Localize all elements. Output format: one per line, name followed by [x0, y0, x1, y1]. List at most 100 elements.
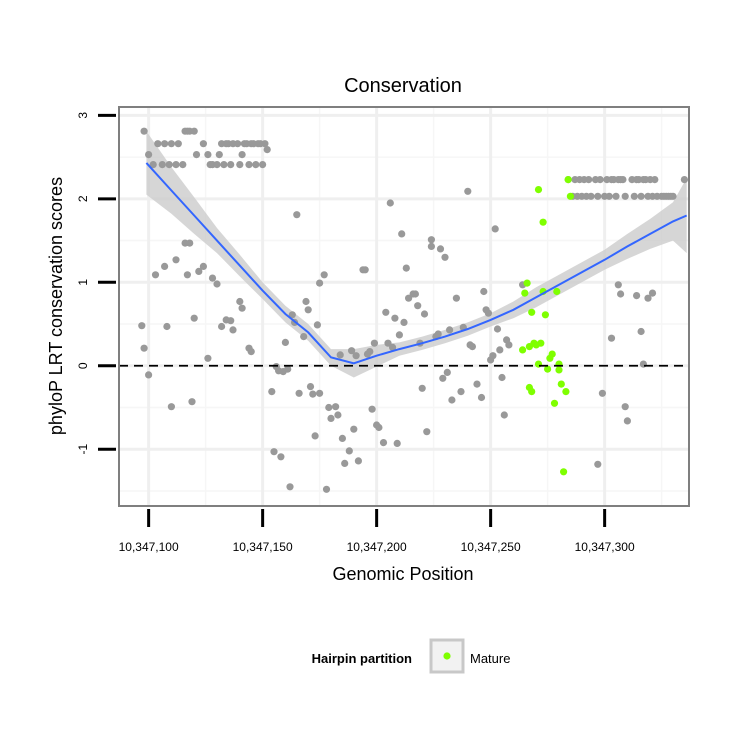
data-point — [336, 351, 344, 359]
data-point — [612, 192, 620, 200]
data-point — [400, 318, 408, 326]
data-point — [338, 434, 346, 442]
data-point — [607, 334, 616, 342]
data-point — [637, 327, 645, 336]
data-point — [375, 423, 383, 432]
data-point — [245, 161, 253, 169]
data-point — [457, 388, 465, 396]
data-point — [199, 262, 207, 270]
mature-point — [537, 339, 545, 347]
plot-border — [118, 106, 690, 507]
data-point — [434, 330, 442, 338]
data-point — [172, 256, 180, 264]
data-point — [311, 432, 319, 440]
legend: Hairpin partition Mature — [312, 638, 510, 674]
data-point — [680, 176, 689, 184]
data-point — [263, 146, 271, 154]
data-point — [270, 448, 278, 456]
data-point — [443, 368, 451, 376]
data-point — [138, 322, 146, 330]
data-point — [621, 192, 629, 200]
data-point — [174, 140, 182, 148]
data-point — [325, 403, 333, 412]
data-point — [236, 161, 244, 169]
data-point — [637, 192, 645, 200]
mature-point — [550, 399, 559, 407]
data-point — [420, 310, 429, 318]
data-point — [500, 411, 508, 419]
mature-point — [562, 388, 570, 396]
data-point — [477, 393, 486, 402]
data-point — [252, 161, 260, 169]
data-point — [366, 348, 374, 356]
mature-point — [541, 311, 550, 319]
data-point — [393, 439, 401, 447]
data-point — [617, 290, 625, 298]
data-point — [161, 262, 169, 270]
data-point — [361, 266, 369, 274]
data-point — [192, 151, 201, 159]
data-point — [630, 192, 638, 200]
mature-points — [519, 176, 575, 476]
data-point — [368, 405, 376, 413]
data-point — [238, 151, 246, 159]
data-point — [140, 344, 148, 352]
data-point — [306, 383, 315, 391]
data-point — [669, 192, 677, 200]
data-point — [268, 388, 276, 396]
x-tick-label: 10,347,200 — [347, 540, 407, 554]
mature-point — [519, 346, 527, 354]
data-point — [651, 176, 659, 184]
data-point — [489, 352, 497, 360]
data-point — [190, 314, 198, 322]
data-point — [183, 271, 191, 279]
data-point — [452, 294, 460, 302]
data-point — [199, 140, 207, 148]
data-point — [277, 453, 285, 461]
y-tick-label: 1 — [76, 279, 90, 286]
data-point — [158, 161, 166, 169]
data-point — [491, 225, 499, 233]
data-point — [441, 253, 449, 261]
data-point — [623, 417, 632, 425]
data-point — [261, 140, 269, 148]
data-point — [473, 380, 481, 388]
data-point — [293, 211, 301, 219]
data-point — [398, 230, 406, 238]
data-point — [229, 326, 237, 334]
plot-background — [119, 107, 689, 506]
data-point — [238, 304, 246, 312]
data-point — [195, 267, 203, 275]
data-point — [218, 322, 226, 331]
data-point — [594, 460, 602, 468]
data-point — [480, 287, 488, 296]
y-tick-label: 2 — [76, 195, 90, 202]
data-point — [167, 403, 175, 411]
confidence-band — [146, 131, 687, 378]
data-point — [411, 290, 419, 298]
data-point — [213, 161, 221, 169]
data-point — [605, 192, 613, 200]
data-point — [633, 292, 641, 300]
data-point — [644, 294, 652, 302]
mature-point — [564, 176, 572, 184]
data-point — [322, 485, 331, 493]
data-point — [220, 161, 228, 169]
data-point — [614, 281, 622, 289]
data-point — [188, 398, 196, 406]
data-point — [598, 389, 607, 397]
data-point — [619, 176, 627, 184]
mature-point — [539, 218, 547, 226]
data-point — [348, 347, 356, 355]
data-point — [149, 161, 157, 169]
data-point — [316, 279, 324, 287]
mature-point — [560, 468, 568, 476]
mature-point — [534, 186, 543, 194]
mature-point — [523, 279, 531, 287]
data-point — [379, 439, 388, 447]
data-point — [427, 242, 435, 250]
data-point — [414, 302, 422, 310]
mature-point — [553, 287, 561, 296]
data-point — [227, 161, 235, 169]
